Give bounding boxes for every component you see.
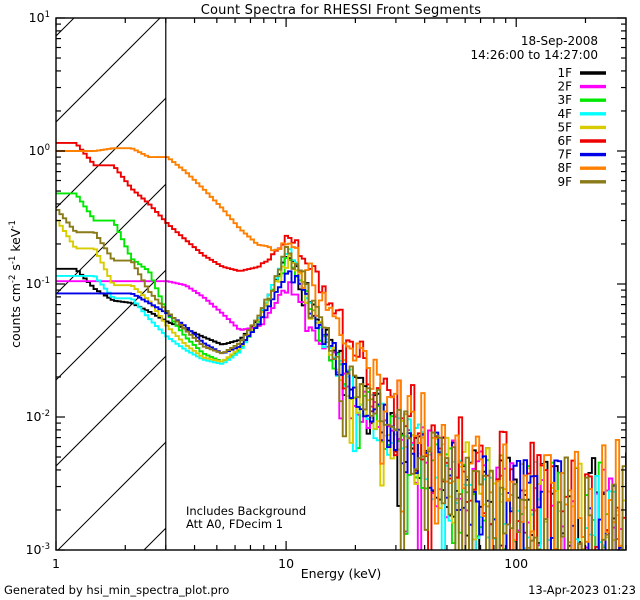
legend-label-1f: 1F [557,66,572,80]
y-axis-label-e2: -1 [8,256,18,264]
low-energy-cutoff-hatch [56,18,166,550]
y-axis-label-p3: keV [8,228,23,255]
y-axis-label-p2: s [8,264,23,275]
spectrum-curve-8f [56,147,626,550]
observation-time-range: 14:26:00 to 14:27:00 [471,48,598,62]
y-tick-label: 101 [29,10,50,25]
y-axis-label-e3: -1 [8,220,18,228]
legend-label-9f: 9F [557,175,572,189]
x-tick-label: 1 [52,556,60,571]
annotation-attenuator: Att A0, FDecim 1 [186,517,283,531]
legend-label-4f: 4F [557,107,572,121]
chart-title: Count Spectra for RHESSI Front Segments [201,3,482,18]
svg-text:counts cm-2 s-1 keV-1: counts cm-2 s-1 keV-1 [8,220,23,348]
y-axis-label: counts cm-2 s-1 keV-1 [8,220,23,348]
y-axis-tick-labels: 101 100 10-1 10-2 10-3 [26,10,50,557]
x-axis-label: Energy (keV) [301,566,382,581]
legend-label-8f: 8F [557,161,572,175]
y-tick-label: 10-1 [26,276,50,291]
footer-timestamp: 13-Apr-2023 01:23 [528,583,636,597]
spectrum-curve-9f [56,209,626,550]
y-tick-label: 100 [29,143,50,158]
legend-label-2f: 2F [557,80,572,94]
x-tick-label: 10 [278,556,294,571]
y-axis-label-p1: counts cm [8,283,23,348]
observation-date: 18-Sep-2008 [521,34,598,48]
legend-label-7f: 7F [557,148,572,162]
legend-label-3f: 3F [557,93,572,107]
x-tick-label: 100 [504,556,528,571]
y-axis-label-e1: -2 [8,275,18,283]
y-tick-label: 10-3 [26,542,50,557]
x-axis-tick-labels: 1 10 100 [52,556,528,571]
footer-generator: Generated by hsi_min_spectra_plot.pro [4,583,229,597]
y-tick-label: 10-2 [26,409,50,424]
spectrum-curve-7f [56,270,626,550]
axes-frame [55,17,627,551]
legend-label-6f: 6F [557,134,572,148]
annotation-includes-background: Includes Background [186,504,306,518]
legend-label-5f: 5F [557,120,572,134]
spectrum-curve-4f [56,248,621,550]
